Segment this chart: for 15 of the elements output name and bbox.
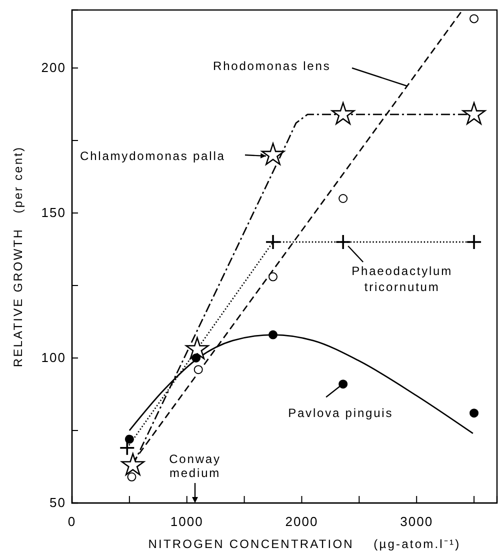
x-tick-label: 1000 (170, 514, 204, 530)
x-tick-label: 3000 (400, 514, 434, 530)
annotation: Rhodomonas lens (213, 59, 331, 73)
y-tick-label: 50 (50, 495, 66, 510)
y-tick-label: 150 (41, 205, 66, 220)
annotation: Chlamydomonas palla (80, 149, 226, 163)
annotation: Phaeodactylum tricornutum (352, 264, 453, 294)
y-axis-title: RELATIVE GROWTH (per cent) (11, 146, 25, 368)
annotation: Conway medium (169, 452, 221, 480)
y-tick-label: 200 (41, 60, 66, 76)
y-tick-label: 100 (41, 350, 66, 366)
x-tick-label: 2000 (285, 514, 318, 530)
x-axis-title: NITROGEN CONCENTRATION (µg-atom.l⁻¹) (148, 537, 461, 551)
annotation: Pavlova pinguis (288, 406, 394, 420)
x-tick-label: 0 (68, 514, 76, 530)
